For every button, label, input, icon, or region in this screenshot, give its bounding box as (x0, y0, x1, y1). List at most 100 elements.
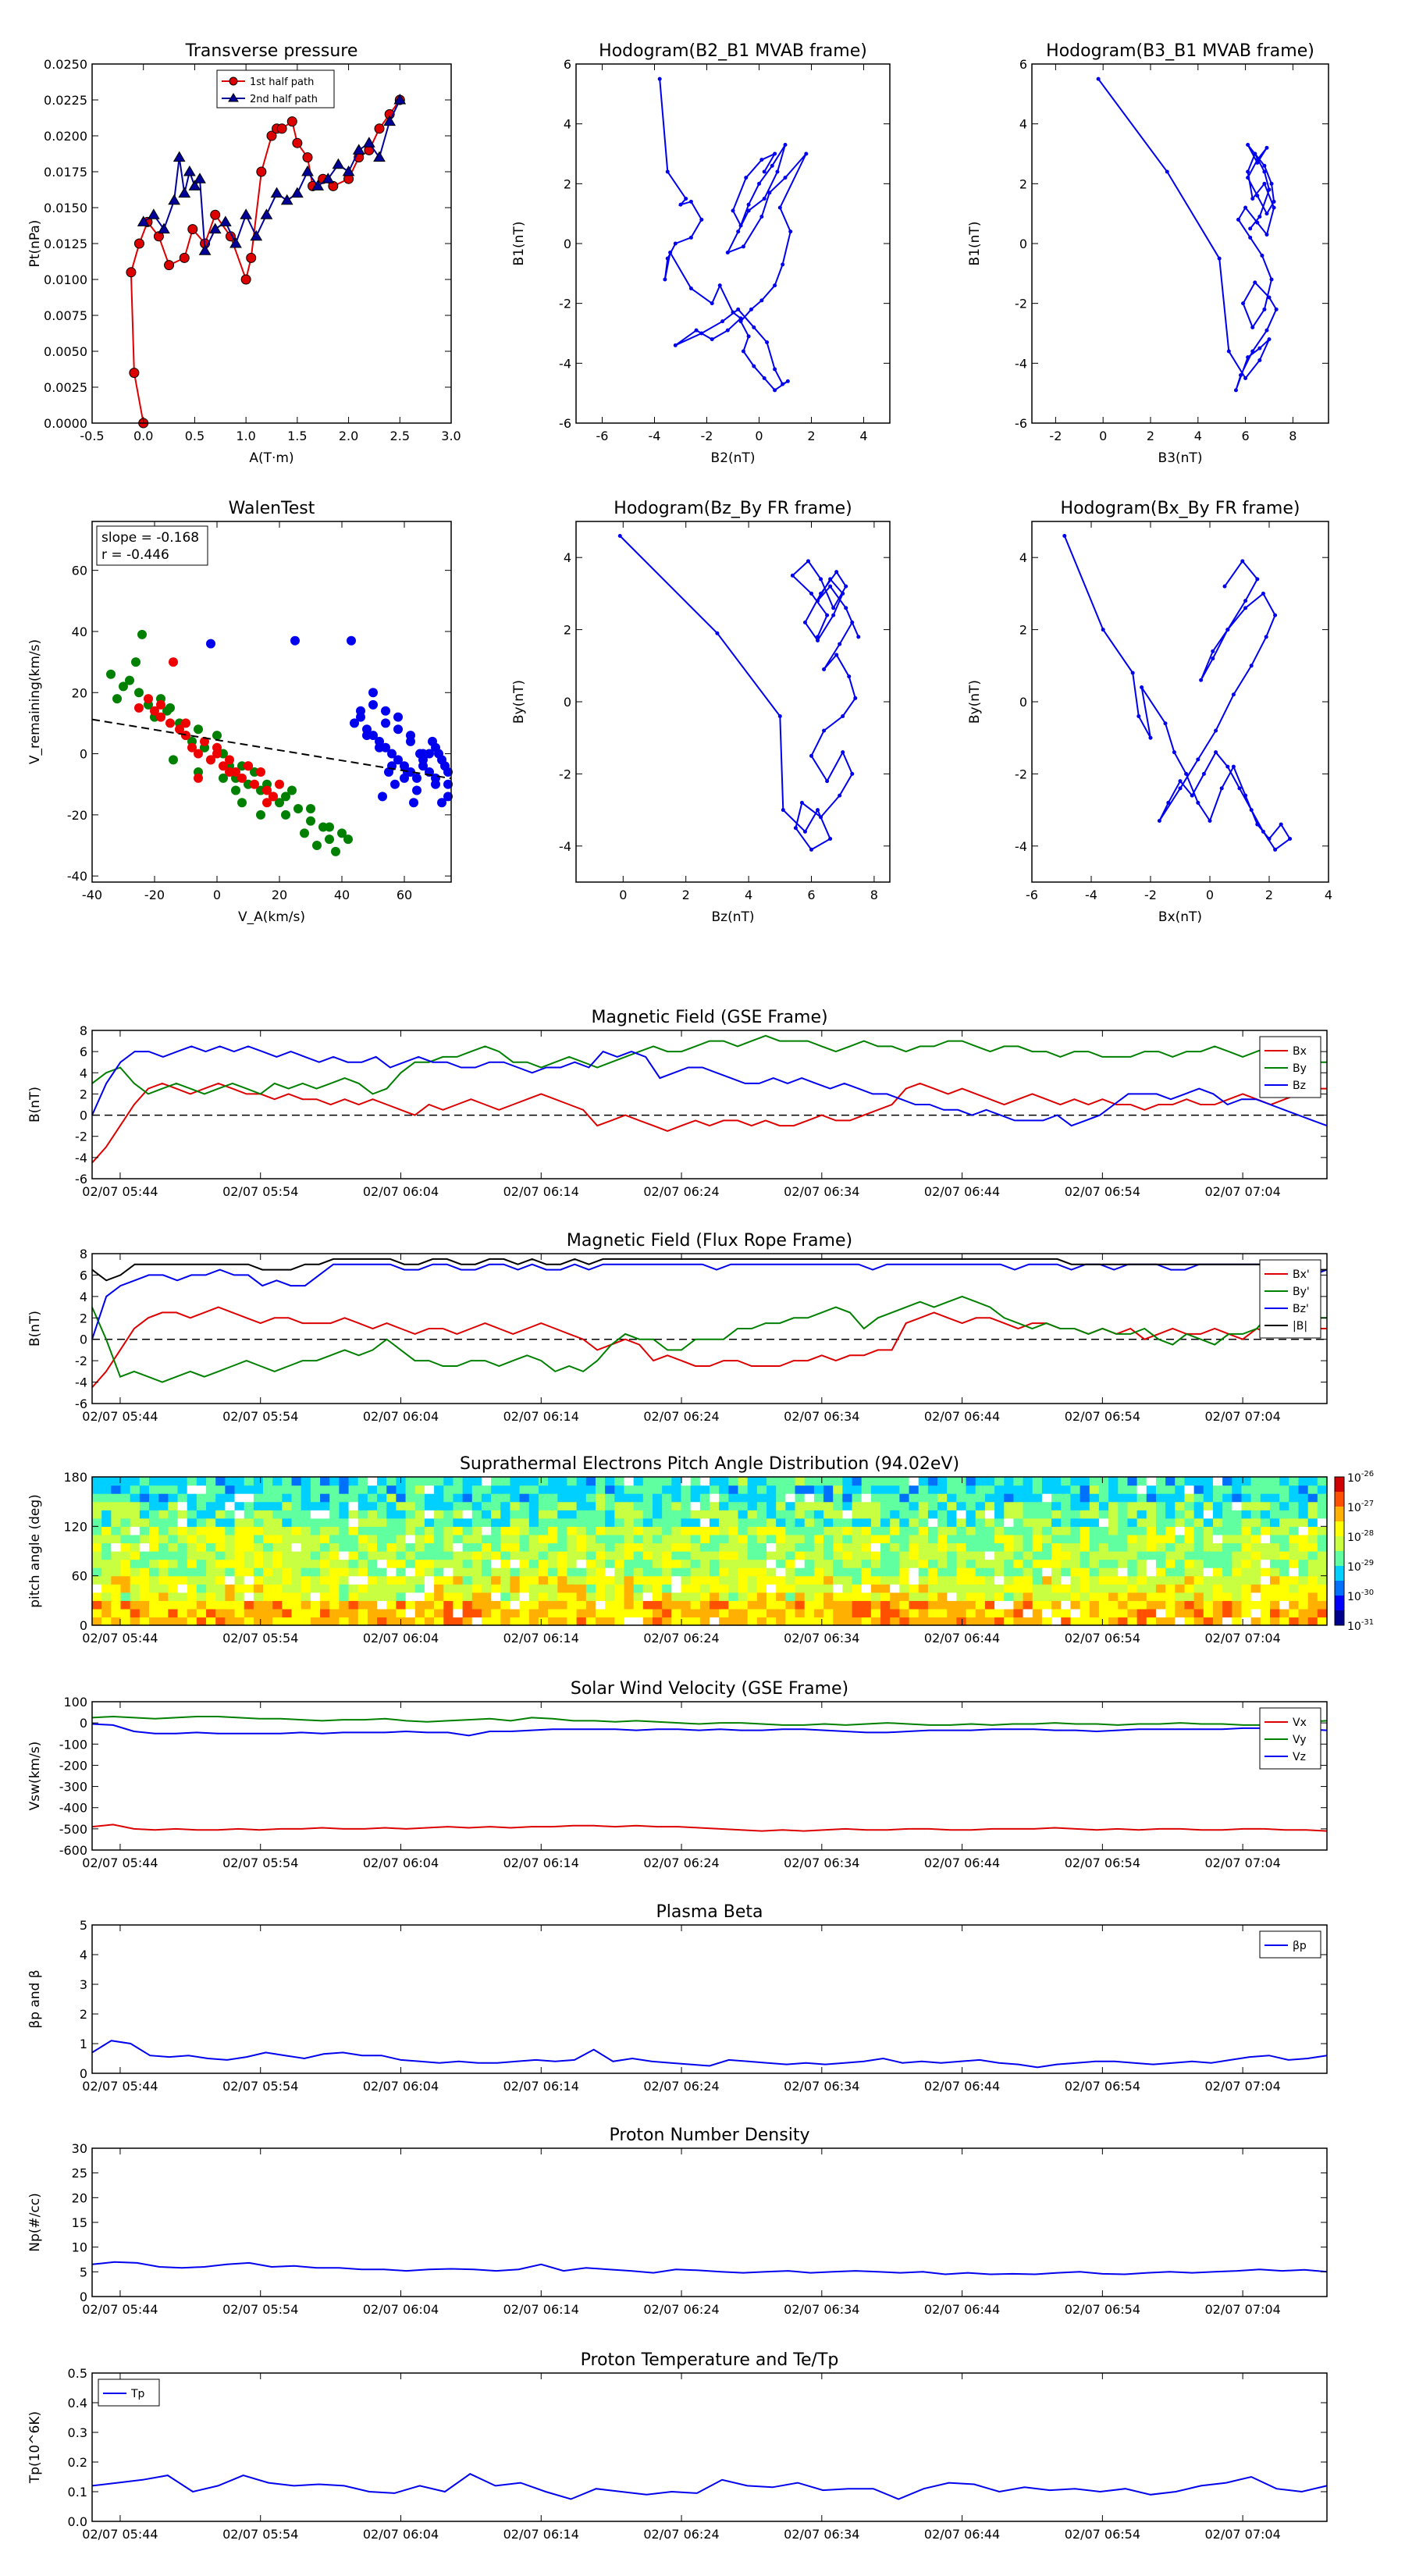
heatmap-cell (253, 1517, 264, 1527)
heatmap-cell (1307, 1510, 1318, 1519)
x-tick-label: -2 (701, 429, 713, 443)
heatmap-cell (168, 1542, 179, 1552)
heatmap-cell (747, 1477, 758, 1486)
heatmap-cell (329, 1542, 340, 1552)
heatmap-cell (1032, 1608, 1043, 1618)
heatmap-cell (909, 1526, 919, 1535)
heatmap-cell (614, 1526, 625, 1535)
heatmap-cell (956, 1517, 967, 1527)
heatmap-cell (263, 1575, 273, 1585)
x-tick-label: 02/07 06:04 (363, 1631, 439, 1646)
data-point (1196, 757, 1200, 762)
heatmap-cell (491, 1526, 501, 1535)
heatmap-cell (206, 1559, 216, 1568)
data-point (1236, 217, 1240, 222)
heatmap-cell (130, 1559, 140, 1568)
heatmap-cell (756, 1559, 767, 1568)
heatmap-cell (1108, 1608, 1119, 1618)
data-point (617, 533, 622, 538)
heatmap-cell (481, 1501, 492, 1510)
heatmap-cell (253, 1542, 264, 1552)
x-tick-label: 0 (1099, 429, 1107, 443)
heatmap-cell (149, 1600, 159, 1610)
heatmap-cell (329, 1517, 340, 1527)
heatmap-cell (519, 1584, 530, 1593)
heatmap-cell (1089, 1526, 1100, 1535)
heatmap-cell (927, 1559, 938, 1568)
heatmap-cell (710, 1477, 720, 1486)
heatmap-cell (576, 1575, 587, 1585)
heatmap-cell (291, 1617, 302, 1626)
data-point (229, 237, 242, 248)
heatmap-cell (1250, 1551, 1261, 1560)
x-tick-label: 02/07 05:44 (82, 2079, 158, 2094)
heatmap-cell (795, 1584, 806, 1593)
heatmap-cell (92, 1501, 102, 1510)
x-tick-label: -6 (596, 429, 609, 443)
heatmap-cell (1232, 1542, 1243, 1552)
heatmap-cell (1051, 1559, 1062, 1568)
heatmap-cell (642, 1551, 653, 1560)
data-point (793, 826, 798, 831)
heatmap-cell (206, 1617, 216, 1626)
data-point (777, 713, 782, 718)
heatmap-cell (557, 1510, 568, 1519)
heatmap-cell (149, 1592, 159, 1601)
heatmap-cell (1013, 1575, 1024, 1585)
heatmap-cell (1051, 1575, 1062, 1585)
heatmap-cell (320, 1542, 330, 1552)
heatmap-cell (1232, 1617, 1243, 1626)
heatmap-cell (804, 1551, 815, 1560)
heatmap-cell (386, 1477, 397, 1486)
data-point (825, 613, 830, 617)
heatmap-cell (747, 1534, 758, 1544)
heatmap-cell (719, 1526, 729, 1535)
heatmap-cell (585, 1477, 596, 1486)
heatmap-cell (1155, 1517, 1166, 1527)
data-point (1257, 358, 1262, 362)
scatter-point (390, 779, 400, 789)
heatmap-cell (984, 1485, 995, 1494)
heatmap-cell (310, 1617, 321, 1626)
heatmap-cell (471, 1477, 482, 1486)
heatmap-cell (719, 1510, 729, 1519)
data-point (1261, 591, 1265, 596)
heatmap-cell (1298, 1501, 1309, 1510)
data-point (1222, 584, 1227, 589)
heatmap-cell (1241, 1567, 1252, 1577)
heatmap-cell (728, 1542, 739, 1552)
panel-6: Magnetic Field (GSE Frame)-6-4-20246802/… (27, 1008, 1328, 1199)
heatmap-cell (918, 1534, 929, 1544)
heatmap-cell (92, 1567, 102, 1577)
heatmap-cell (699, 1592, 710, 1601)
heatmap-cell (519, 1608, 530, 1618)
heatmap-cell (424, 1510, 435, 1519)
x-tick-label: 02/07 06:04 (363, 2302, 439, 2317)
heatmap-cell (1118, 1617, 1129, 1626)
heatmap-cell (329, 1551, 340, 1560)
heatmap-cell (481, 1592, 492, 1601)
heatmap-cell (927, 1485, 938, 1494)
heatmap-cell (1146, 1477, 1157, 1486)
heatmap-cell (1004, 1501, 1015, 1510)
heatmap-cell (92, 1551, 102, 1560)
heatmap-cell (937, 1534, 948, 1544)
y-tick-label: 1 (80, 2037, 87, 2051)
heatmap-cell (671, 1608, 682, 1618)
heatmap-cell (377, 1567, 387, 1577)
heatmap-cell (1023, 1526, 1033, 1535)
heatmap-cell (187, 1493, 197, 1503)
heatmap-cell (510, 1559, 521, 1568)
heatmap-cell (396, 1534, 407, 1544)
panel-title: Proton Number Density (610, 2126, 810, 2145)
heatmap-cell (263, 1526, 273, 1535)
heatmap-cell (1222, 1493, 1232, 1503)
heatmap-cell (842, 1567, 853, 1577)
heatmap-cell (396, 1551, 407, 1560)
data-point (838, 793, 842, 798)
heatmap-cell (833, 1501, 843, 1510)
data-point (720, 319, 725, 324)
data-point (374, 123, 385, 134)
heatmap-cell (776, 1501, 786, 1510)
heatmap-cell (652, 1600, 663, 1610)
